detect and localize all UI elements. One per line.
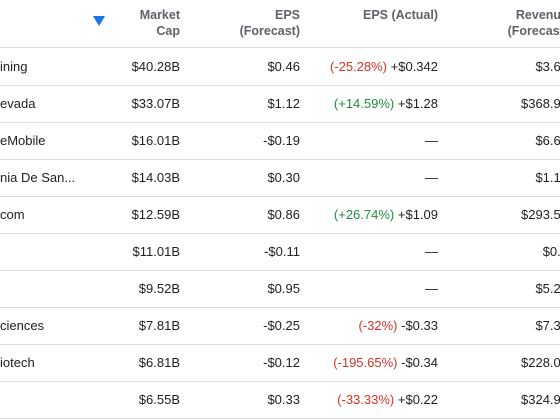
sort-descending-icon[interactable] [93, 16, 105, 26]
eps-forecast-value: $0.30 [267, 170, 300, 185]
revenue-forecast-value: $0.6 [542, 244, 560, 259]
market-cap-value: $7.81B [138, 318, 180, 333]
revenue-forecast-value: $293.59 [521, 207, 560, 222]
market-cap-value: $14.03B [131, 170, 180, 185]
eps-change: (-32%) [358, 318, 398, 333]
company-name[interactable]: nia De San... [0, 170, 76, 185]
market-cap-value: $11.01B [132, 244, 180, 259]
table-row[interactable]: eMobile $16.01B -$0.19 — $6.68 [0, 122, 560, 160]
eps-forecast-value: -$0.25 [263, 318, 300, 333]
eps-change: (-195.65%) [333, 355, 398, 370]
table-row[interactable]: ining $40.28B $0.46 (-25.28%) +$0.342 $3… [0, 48, 560, 86]
eps-forecast-value: $0.46 [267, 59, 300, 74]
revenue-forecast-value: $7.30 [535, 318, 560, 333]
eps-actual-value: — [425, 170, 438, 185]
eps-actual-value: — [425, 281, 438, 296]
eps-change: (-25.28%) [329, 59, 388, 74]
eps-forecast-value: $0.95 [267, 281, 300, 296]
market-cap-value: $33.07B [131, 96, 180, 111]
eps-forecast-value: -$0.12 [263, 355, 300, 370]
table-row[interactable]: $9.52B $0.95 — $5.29 [0, 270, 560, 308]
eps-actual-cell: (-25.28%) +$0.342 [330, 48, 438, 85]
revenue-forecast-value: $3.61 [535, 59, 560, 74]
header-eps-forecast[interactable]: EPS (Forecast) [239, 8, 300, 38]
eps-actual-cell: (-32%) -$0.33 [358, 307, 438, 344]
company-name[interactable]: com [0, 207, 25, 222]
revenue-forecast-value: $228.05 [521, 355, 560, 370]
eps-actual-cell: (-195.65%) -$0.34 [333, 344, 438, 381]
header-market-cap[interactable]: Market Cap [139, 8, 180, 38]
eps-actual-cell: — [425, 122, 438, 159]
company-name[interactable]: eMobile [0, 133, 46, 148]
eps-actual-cell: — [425, 159, 438, 196]
eps-forecast-value: $1.12 [267, 96, 300, 111]
eps-actual-value: +$0.342 [390, 59, 438, 74]
eps-actual-value: -$0.33 [401, 318, 438, 333]
eps-actual-cell: — [425, 233, 438, 270]
table-row[interactable]: $11.01B -$0.11 — $0.6 [0, 233, 560, 271]
eps-forecast-value: -$0.19 [263, 133, 300, 148]
table-row[interactable]: nia De San... $14.03B $0.30 — $1.13 [0, 159, 560, 197]
eps-actual-cell: (+26.74%) +$1.09 [334, 196, 438, 233]
company-name[interactable]: ining [0, 59, 28, 74]
eps-actual-cell: — [425, 270, 438, 307]
company-name[interactable]: evada [0, 96, 36, 111]
eps-forecast-value: $0.33 [267, 392, 300, 407]
eps-actual-value: — [425, 244, 438, 259]
eps-change: (-33.33%) [337, 392, 395, 407]
eps-change: (+14.59%) [333, 96, 395, 111]
header-eps-actual[interactable]: EPS (Actual) [362, 8, 438, 22]
table-row[interactable]: com $12.59B $0.86 (+26.74%) +$1.09 $293.… [0, 196, 560, 234]
header-revenue-forecast[interactable]: Revenue (Forecast) [507, 8, 560, 38]
eps-change: (+26.74%) [333, 207, 395, 222]
eps-actual-cell: (+14.59%) +$1.28 [334, 85, 438, 122]
market-cap-value: $9.52B [138, 281, 180, 296]
revenue-forecast-value: $1.13 [535, 170, 560, 185]
market-cap-value: $40.28B [131, 59, 180, 74]
market-cap-value: $6.81B [138, 355, 180, 370]
eps-actual-value: +$1.28 [397, 96, 438, 111]
company-name[interactable]: iotech [0, 355, 35, 370]
eps-actual-value: — [425, 133, 438, 148]
eps-actual-value: +$1.09 [397, 207, 438, 222]
eps-forecast-value: $0.86 [267, 207, 300, 222]
eps-forecast-value: -$0.11 [264, 244, 300, 259]
table-row[interactable]: $6.55B $0.33 (-33.33%) +$0.22 $324.98 [0, 381, 560, 419]
eps-actual-value: -$0.34 [401, 355, 438, 370]
revenue-forecast-value: $368.92 [521, 96, 560, 111]
market-cap-value: $12.59B [131, 207, 180, 222]
eps-actual-value: +$0.22 [397, 392, 438, 407]
company-name[interactable]: ciences [0, 318, 45, 333]
table-header: Market Cap EPS (Forecast) EPS (Actual) R… [0, 0, 560, 48]
revenue-forecast-value: $324.98 [521, 392, 560, 407]
table-row[interactable]: ciences $7.81B -$0.25 (-32%) -$0.33 $7.3… [0, 307, 560, 345]
revenue-forecast-value: $5.29 [535, 281, 560, 296]
table-row[interactable]: evada $33.07B $1.12 (+14.59%) +$1.28 $36… [0, 85, 560, 123]
market-cap-value: $6.55B [138, 392, 180, 407]
market-cap-value: $16.01B [131, 133, 180, 148]
table-row[interactable]: iotech $6.81B -$0.12 (-195.65%) -$0.34 $… [0, 344, 560, 382]
revenue-forecast-value: $6.68 [535, 133, 560, 148]
eps-actual-cell: (-33.33%) +$0.22 [337, 381, 438, 418]
